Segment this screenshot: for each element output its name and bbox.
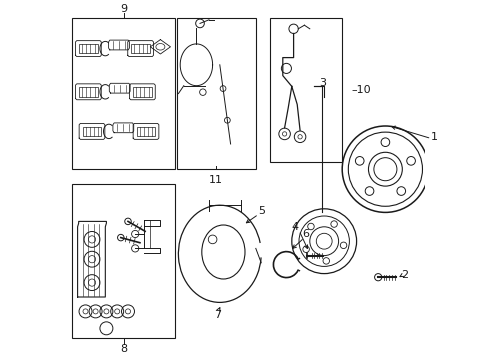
- Text: –10: –10: [351, 85, 371, 95]
- Bar: [131, 44, 150, 54]
- Bar: [83, 126, 101, 136]
- Text: 7: 7: [215, 310, 221, 320]
- Bar: [72, 184, 175, 338]
- Text: 9: 9: [120, 4, 127, 14]
- Text: 4: 4: [292, 222, 299, 232]
- Text: 5: 5: [258, 206, 265, 216]
- Bar: [79, 87, 98, 97]
- Text: 6: 6: [303, 229, 310, 239]
- Bar: [79, 44, 98, 54]
- Text: 2: 2: [402, 270, 409, 280]
- Bar: [176, 18, 256, 169]
- Bar: [72, 18, 175, 169]
- Bar: [270, 18, 342, 162]
- Bar: [133, 87, 151, 97]
- Text: 3: 3: [319, 78, 326, 88]
- Text: 11: 11: [209, 175, 223, 185]
- Text: 1: 1: [431, 132, 438, 142]
- Text: 8: 8: [120, 344, 127, 354]
- Bar: [137, 126, 155, 136]
